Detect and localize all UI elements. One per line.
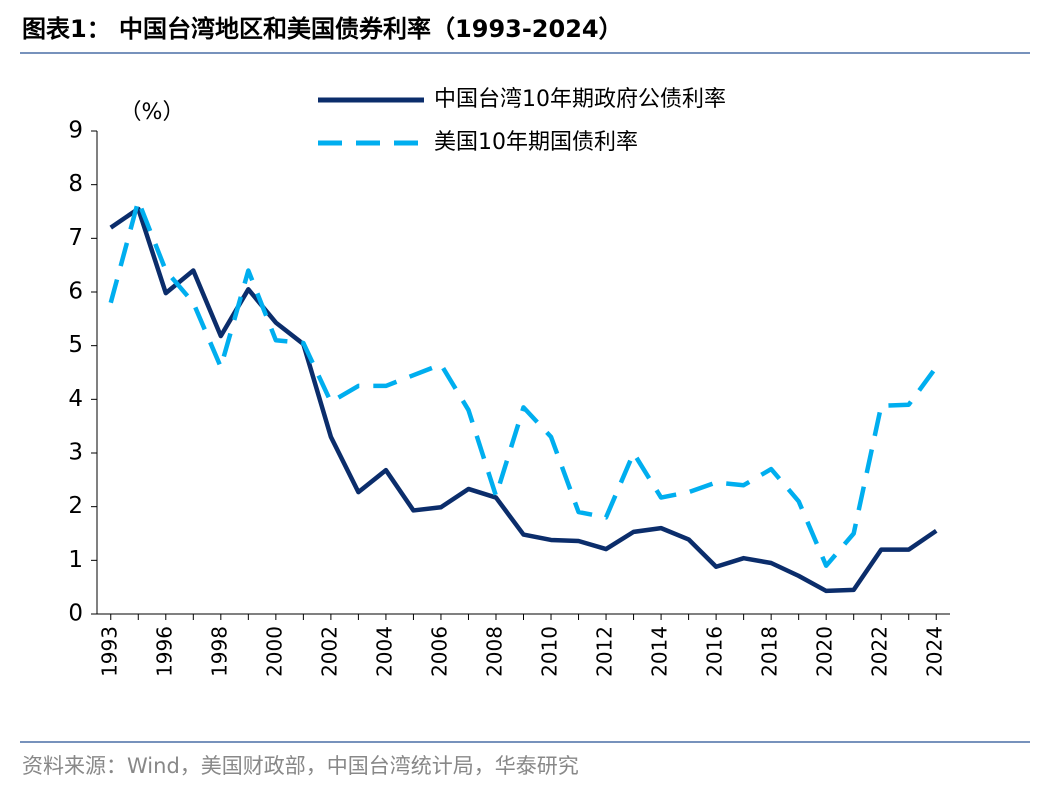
y-tick-label: 3 — [68, 440, 83, 466]
legend-label: 美国10年期国债利率 — [434, 130, 638, 155]
y-tick-label: 2 — [68, 493, 83, 519]
x-tick-label: 2002 — [317, 626, 341, 677]
y-axis-label: （%） — [120, 100, 185, 125]
x-tick-label: 2020 — [813, 626, 837, 677]
x-tick-label: 1993 — [97, 626, 121, 677]
x-tick-label: 2006 — [427, 626, 451, 677]
x-tick-label: 1998 — [207, 626, 231, 677]
y-tick-label: 1 — [68, 547, 83, 573]
y-tick-label: 6 — [68, 279, 83, 305]
series-line — [109, 206, 938, 594]
x-tick-label: 2000 — [262, 626, 286, 677]
y-tick-label: 7 — [68, 225, 83, 251]
legend-label: 中国台湾10年期政府公债利率 — [434, 87, 726, 112]
source: 资料来源：Wind，美国财政部，中国台湾统计局，华泰研究 — [22, 754, 579, 778]
x-tick-label: 2010 — [538, 626, 562, 677]
x-tick-label: 2012 — [593, 626, 617, 677]
x-tick-label: 2024 — [923, 626, 947, 677]
y-tick-label: 5 — [68, 332, 83, 358]
x-tick-label: 2008 — [482, 626, 506, 677]
x-tick-label: 2022 — [868, 626, 892, 677]
x-tick-label: 2004 — [372, 626, 396, 677]
x-tick-label: 2016 — [703, 626, 727, 677]
y-tick-label: 4 — [68, 386, 83, 412]
chart-title: 图表1： 中国台湾地区和美国债券利率（1993-2024） — [22, 15, 623, 43]
x-tick-label: 2014 — [648, 626, 672, 677]
series-line — [108, 198, 939, 568]
x-tick-label: 1996 — [152, 626, 176, 677]
y-tick-label: 0 — [68, 601, 83, 627]
y-tick-label: 9 — [68, 118, 83, 144]
x-tick-label: 2018 — [758, 626, 782, 677]
y-tick-label: 8 — [68, 171, 83, 197]
